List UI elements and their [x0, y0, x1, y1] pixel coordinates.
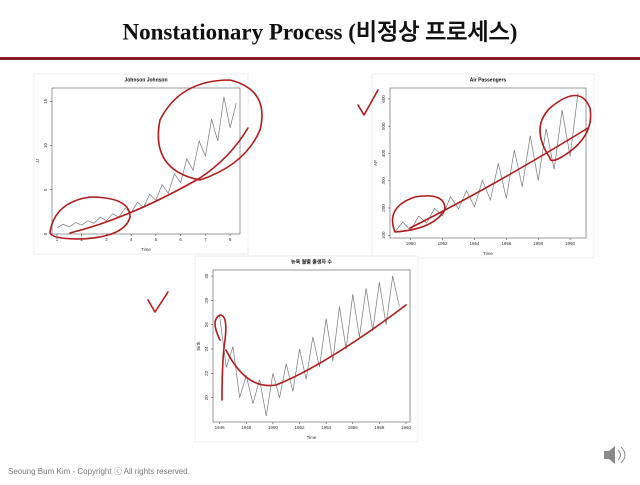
y-tick-label: 10 [43, 143, 48, 149]
x-tick-label: 1960 [565, 241, 576, 246]
y-tick-label: 24 [204, 346, 209, 352]
y-axis-label: birth [196, 341, 201, 350]
y-tick-label: 30 [204, 273, 209, 279]
x-tick-label: 5 [155, 237, 158, 242]
chart-title: 뉴욕 월별 출생자 수 [291, 258, 332, 265]
y-tick-label: 600 [381, 95, 386, 103]
x-axis-label: Time [141, 247, 151, 252]
x-axis-label: Time [307, 435, 317, 440]
x-tick-label: 1954 [321, 425, 332, 430]
x-tick-label: 1948 [241, 425, 252, 430]
x-tick-label: 1950 [406, 241, 417, 246]
hand-annotations [49, 79, 592, 401]
chart: Air Passengers Time AP 1950 1952 1954 1956 1958… [371, 73, 595, 259]
y-tick-label: 300 [381, 176, 386, 184]
x-tick-label: 3 [105, 237, 108, 242]
x-tick-label: 1952 [438, 241, 449, 246]
x-tick-label: 1952 [295, 425, 306, 430]
y-tick-label: 5 [43, 188, 48, 191]
slide-title: Nonstationary Process (비정상 프로세스) [123, 19, 518, 44]
x-tick-label: 1946 [215, 425, 226, 430]
x-tick-label: 6 [179, 237, 182, 242]
y-tick-label: 22 [204, 370, 209, 376]
y-tick-label: 28 [204, 297, 209, 303]
y-tick-label: 26 [204, 322, 209, 328]
x-tick-label: 1 [56, 237, 59, 242]
x-tick-label: 1956 [348, 425, 359, 430]
series-line [394, 92, 579, 233]
y-axis-label: JJ [35, 159, 40, 164]
series-line [219, 276, 400, 416]
x-tick-label: 8 [229, 237, 232, 242]
plot-box [51, 87, 241, 235]
y-tick-label: 500 [381, 122, 386, 130]
chart-frame [194, 255, 419, 443]
x-tick-label: 1954 [469, 241, 480, 246]
y-tick-label: 0 [43, 232, 48, 235]
y-axis-label: AP [373, 160, 378, 166]
y-tick-label: 100 [381, 231, 386, 239]
chart-title: Air Passengers [470, 77, 507, 83]
chart-title: Johnson Johnson [124, 77, 167, 83]
x-tick-label: 1950 [268, 425, 279, 430]
x-axis-label: Time [483, 251, 493, 256]
x-tick-label: 4 [130, 237, 133, 242]
plot-box [212, 269, 411, 423]
speaker-icon [604, 446, 626, 464]
y-tick-label: 400 [381, 149, 386, 157]
chart-frame [371, 73, 595, 259]
chart-frame [33, 73, 249, 255]
x-tick-label: 1960 [401, 425, 412, 430]
y-tick-label: 20 [204, 395, 209, 401]
x-tick-label: 1958 [533, 241, 544, 246]
x-tick-label: 1956 [501, 241, 512, 246]
y-tick-label: 200 [381, 204, 386, 212]
y-tick-label: 15 [43, 98, 48, 104]
footer: Seoung Bum Kim - Copyright ⓒ All rights … [8, 467, 190, 476]
x-tick-label: 1958 [374, 425, 385, 430]
title-rule [0, 57, 640, 60]
x-tick-label: 7 [204, 237, 207, 242]
chart: 뉴욕 월별 출생자 수 Time birth 1946 1948 1950 1952 1954… [194, 255, 419, 443]
series-line [56, 96, 237, 229]
plot-box [389, 87, 587, 239]
